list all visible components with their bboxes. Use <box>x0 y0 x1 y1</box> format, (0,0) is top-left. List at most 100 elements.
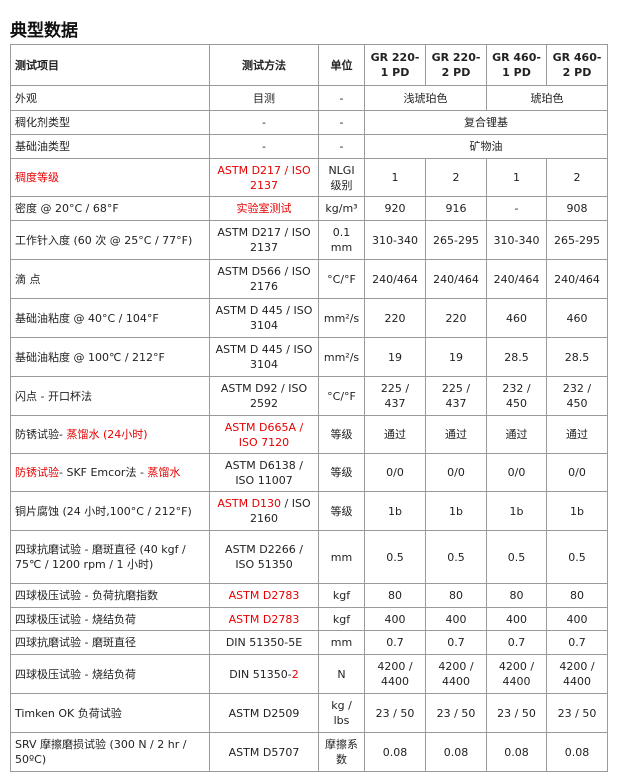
cell-gr-460-1-pd: 1 <box>486 158 547 197</box>
cell-gr-220-2-pd: 80 <box>425 583 487 608</box>
cell-gr-460-2-pd: 0/0 <box>546 453 608 492</box>
cell-gr-220-2-pd: 400 <box>425 607 487 631</box>
cell-gr-460-1-pd: 4200 / 4400 <box>486 654 547 694</box>
cell-gr-460-2-pd: 28.5 <box>546 337 608 377</box>
cell-test-method: ASTM D2783 <box>209 583 319 608</box>
table-row: 基础油类型 - - 矿物油 <box>10 134 608 159</box>
cell-text-segment: 防锈试验- <box>15 428 67 441</box>
cell-gr-460-1-pd: 0.7 <box>486 630 547 655</box>
cell-gr-460-1-pd: 28.5 <box>486 337 547 377</box>
cell-gr-460-2-pd: 908 <box>546 196 608 221</box>
cell-text-segment: 蒸馏水 (24小时) <box>66 428 148 441</box>
cell-gr-220-2-pd: 240/464 <box>425 259 487 299</box>
cell-gr-460-1-pd: 通过 <box>486 415 547 454</box>
cell-text-segment: 稠度等级 <box>15 171 59 184</box>
cell-test-method: ASTM D665A / ISO 7120 <box>209 415 319 454</box>
cell-text-segment: 蒸馏水 <box>147 466 181 479</box>
cell-gr-220-1-pd: 0/0 <box>364 453 426 492</box>
cell-unit: °C/°F <box>318 259 365 299</box>
cell-unit: 0.1 mm <box>318 220 365 260</box>
cell-unit: mm <box>318 630 365 655</box>
typical-data-table: 测试项目 测试方法 单位 GR 220-1 PD GR 220-2 PD GR 460-1… <box>10 44 608 772</box>
cell-gr-220-2-pd: 0/0 <box>425 453 487 492</box>
cell-gr-460-1-pd: 0.5 <box>486 530 547 584</box>
table-row: 基础油粘度 @ 40°C / 104°F ASTM D 445 / ISO 310… <box>10 298 608 338</box>
cell-gr-460-2-pd: 400 <box>546 607 608 631</box>
cell-test-item: 防锈试验- 蒸馏水 (24小时) <box>10 415 210 454</box>
cell-unit: - <box>318 110 365 135</box>
cell-test-method: 目测 <box>209 85 319 111</box>
header-gr-220-1-pd: GR 220-1 PD <box>364 44 426 86</box>
cell-test-item: 防锈试验- SKF Emcor法 - 蒸馏水 <box>10 453 210 492</box>
cell-test-item: 工作针入度 (60 次 @ 25°C / 77°F) <box>10 220 210 260</box>
cell-test-method: ASTM D 445 / ISO 3104 <box>209 337 319 377</box>
cell-text-segment: ASTM D2783 <box>228 589 300 602</box>
cell-gr-220-2-pd: 2 <box>425 158 487 197</box>
cell-unit: kgf <box>318 607 365 631</box>
cell-test-method: DIN 51350-2 <box>209 654 319 694</box>
cell-gr-220-1-pd: 浅琥珀色 <box>364 85 487 111</box>
cell-unit: mm <box>318 530 365 584</box>
cell-unit: kg/m³ <box>318 196 365 221</box>
cell-test-method: ASTM D6138 / ISO 11007 <box>209 453 319 492</box>
table-row: 闪点 - 开口杯法 ASTM D92 / ISO 2592 °C/°F 225 / 4… <box>10 376 608 416</box>
cell-unit: 等级 <box>318 453 365 492</box>
cell-gr-460-2-pd: 0.5 <box>546 530 608 584</box>
table-row: 四球抗磨试验 - 磨斑直径 (40 kgf / 75℃ / 1200 rpm /… <box>10 530 608 584</box>
cell-gr-220-2-pd: 220 <box>425 298 487 338</box>
table-row: 密度 @ 20°C / 68°F 实验室测试 kg/m³ 920 916-908 <box>10 196 608 221</box>
table-row: 四球极压试验 - 烧结负荷 DIN 51350-2 N 4200 / 4400 4200… <box>10 654 608 694</box>
cell-unit: kg / lbs <box>318 693 365 733</box>
table-row: 工作针入度 (60 次 @ 25°C / 77°F) ASTM D217 / IS… <box>10 220 608 260</box>
cell-test-item: 基础油粘度 @ 40°C / 104°F <box>10 298 210 338</box>
cell-gr-220-1-pd: 920 <box>364 196 426 221</box>
cell-gr-220-1-pd: 240/464 <box>364 259 426 299</box>
cell-gr-460-1-pd: 琥珀色 <box>486 85 608 111</box>
cell-gr-460-1-pd: - <box>486 196 547 221</box>
cell-gr-460-1-pd: 1b <box>486 491 547 531</box>
table-row: 铜片腐蚀 (24 小时,100°C / 212°F) ASTM D130 / IS… <box>10 491 608 531</box>
cell-gr-460-2-pd: 通过 <box>546 415 608 454</box>
cell-gr-460-1-pd: 80 <box>486 583 547 608</box>
cell-unit: °C/°F <box>318 376 365 416</box>
cell-gr-460-1-pd: 0.08 <box>486 732 547 772</box>
cell-gr-220-1-pd: 310-340 <box>364 220 426 260</box>
header-gr-460-2-pd: GR 460-2 PD <box>546 44 608 86</box>
cell-gr-220-2-pd: 4200 / 4400 <box>425 654 487 694</box>
cell-test-item: 四球抗磨试验 - 磨斑直径 (40 kgf / 75℃ / 1200 rpm /… <box>10 530 210 584</box>
cell-test-method: DIN 51350-5E <box>209 630 319 655</box>
cell-gr-220-2-pd: 1b <box>425 491 487 531</box>
cell-gr-220-2-pd: 19 <box>425 337 487 377</box>
cell-test-item: SRV 摩擦磨损试验 (300 N / 2 hr / 50ºC) <box>10 732 210 772</box>
cell-gr-220-1-pd: 矿物油 <box>364 134 608 159</box>
cell-test-method: - <box>209 134 319 159</box>
cell-gr-220-1-pd: 23 / 50 <box>364 693 426 733</box>
cell-test-method: ASTM D566 / ISO 2176 <box>209 259 319 299</box>
table-row: 防锈试验- SKF Emcor法 - 蒸馏水 ASTM D6138 / ISO 1… <box>10 453 608 492</box>
cell-test-item: 滴 点 <box>10 259 210 299</box>
cell-gr-220-1-pd: 225 / 437 <box>364 376 426 416</box>
cell-test-method: ASTM D5707 <box>209 732 319 772</box>
cell-gr-460-2-pd: 2 <box>546 158 608 197</box>
cell-gr-460-1-pd: 310-340 <box>486 220 547 260</box>
cell-gr-460-1-pd: 0/0 <box>486 453 547 492</box>
cell-gr-220-1-pd: 220 <box>364 298 426 338</box>
table-row: 四球极压试验 - 负荷抗磨指数 ASTM D2783 kgf 80 80 80 80 <box>10 583 608 608</box>
cell-test-method: ASTM D2783 <box>209 607 319 631</box>
cell-gr-460-1-pd: 400 <box>486 607 547 631</box>
header-gr-460-1-pd: GR 460-1 PD <box>486 44 547 86</box>
cell-gr-460-2-pd: 0.08 <box>546 732 608 772</box>
header-test-method: 测试方法 <box>209 44 319 86</box>
cell-test-method: ASTM D92 / ISO 2592 <box>209 376 319 416</box>
cell-text-segment: ASTM D217 / ISO 2137 <box>217 163 311 192</box>
cell-gr-220-2-pd: 0.7 <box>425 630 487 655</box>
cell-test-method: - <box>209 110 319 135</box>
cell-unit: NLGI 级别 <box>318 158 365 197</box>
cell-test-method: ASTM D2266 / ISO 51350 <box>209 530 319 584</box>
cell-unit: 等级 <box>318 415 365 454</box>
cell-text-segment: / ISO 2160 <box>250 497 311 525</box>
cell-test-method: ASTM D130 / ISO 2160 <box>209 491 319 531</box>
cell-unit: N <box>318 654 365 694</box>
cell-unit: kgf <box>318 583 365 608</box>
table-header-row: 测试项目 测试方法 单位 GR 220-1 PD GR 220-2 PD GR 460-1… <box>10 44 608 86</box>
